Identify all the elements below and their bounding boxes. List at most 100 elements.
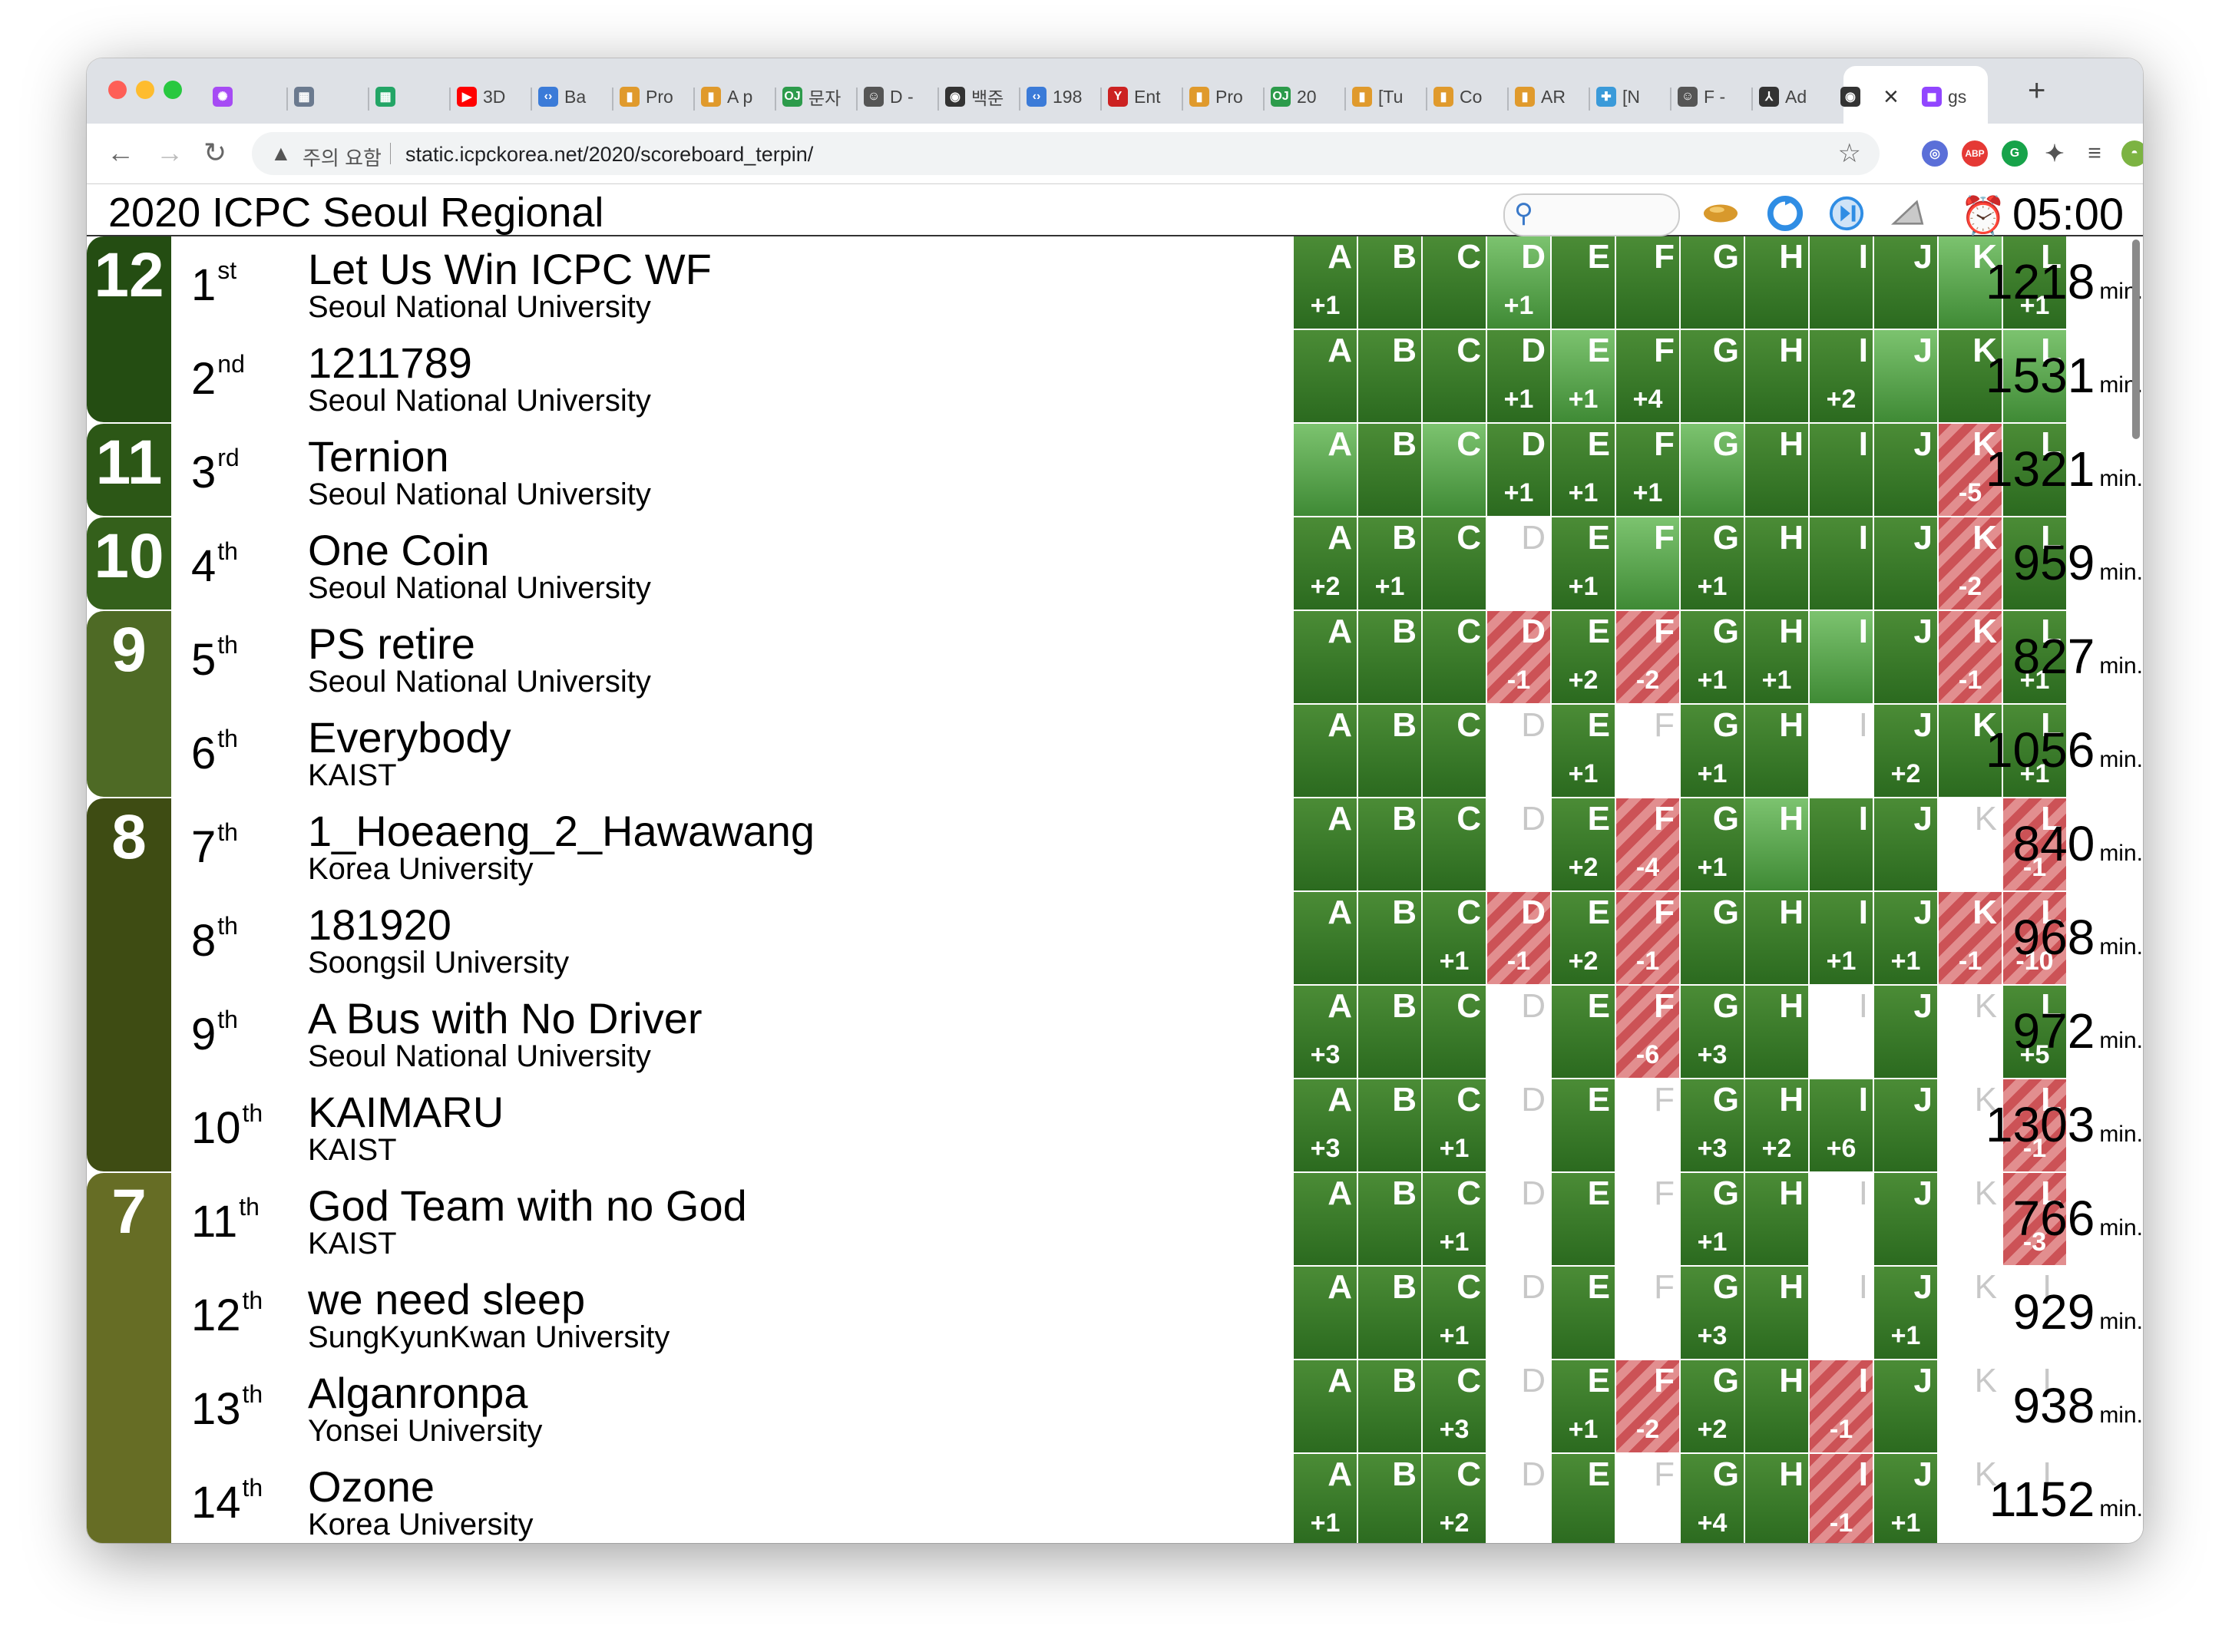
problem-cell[interactable]: D bbox=[1487, 1267, 1550, 1359]
problem-cell[interactable]: J bbox=[1874, 424, 1937, 516]
problem-cell[interactable]: J bbox=[1874, 1079, 1937, 1171]
problem-cell[interactable]: B bbox=[1358, 1079, 1421, 1171]
problem-cell[interactable]: K -5 bbox=[1939, 424, 2002, 516]
problem-cell[interactable]: E bbox=[1552, 986, 1615, 1078]
browser-tab[interactable]: Y Ent bbox=[1108, 78, 1179, 115]
team-search-input[interactable]: ⚲ bbox=[1503, 193, 1680, 236]
problem-cell[interactable]: K bbox=[1939, 1267, 2002, 1359]
problem-cell[interactable]: J +1 bbox=[1874, 892, 1937, 984]
problem-cell[interactable]: I +6 bbox=[1810, 1079, 1873, 1171]
problem-cell[interactable]: G +1 bbox=[1681, 517, 1744, 610]
back-arrow-icon[interactable]: ← bbox=[107, 137, 134, 168]
problem-cell[interactable]: E +1 bbox=[1552, 517, 1615, 610]
browser-tab[interactable]: ▮ Pro bbox=[620, 78, 690, 115]
browser-tab[interactable]: ▮ A p bbox=[701, 78, 772, 115]
problem-cell[interactable]: H bbox=[1745, 1360, 1808, 1452]
announcement-icon[interactable] bbox=[1890, 195, 1926, 232]
problem-cell[interactable]: J bbox=[1874, 236, 1937, 329]
problem-cell[interactable]: J bbox=[1874, 517, 1937, 610]
problem-cell[interactable]: C +1 bbox=[1423, 1267, 1486, 1359]
problem-cell[interactable]: C bbox=[1423, 517, 1486, 610]
problem-cell[interactable]: A bbox=[1294, 1360, 1357, 1452]
problem-cell[interactable]: G +3 bbox=[1681, 1267, 1744, 1359]
problem-cell[interactable]: I bbox=[1810, 1267, 1873, 1359]
problem-cell[interactable]: B bbox=[1358, 1267, 1421, 1359]
problem-cell[interactable]: L -10 bbox=[2003, 892, 2066, 984]
problem-cell[interactable]: I bbox=[1810, 1173, 1873, 1265]
problem-cell[interactable]: D bbox=[1487, 1360, 1550, 1452]
problem-cell[interactable]: F bbox=[1616, 1454, 1679, 1543]
forward-arrow-icon[interactable]: → bbox=[156, 137, 184, 168]
browser-tab[interactable]: ▦ bbox=[294, 78, 365, 115]
problem-cell[interactable]: B bbox=[1358, 986, 1421, 1078]
problem-cell[interactable]: J bbox=[1874, 1173, 1937, 1265]
scrollbar[interactable] bbox=[2132, 240, 2140, 439]
problem-cell[interactable]: K -1 bbox=[1939, 611, 2002, 703]
problem-cell[interactable]: L bbox=[2003, 1360, 2066, 1452]
problem-cell[interactable]: E +2 bbox=[1552, 892, 1615, 984]
problem-cell[interactable]: L +1 bbox=[2003, 611, 2066, 703]
problem-cell[interactable]: H bbox=[1745, 1173, 1808, 1265]
problem-cell[interactable]: L +1 bbox=[2003, 236, 2066, 329]
extensions-puzzle-icon[interactable]: ✦ bbox=[2045, 140, 2065, 167]
problem-cell[interactable]: D bbox=[1487, 705, 1550, 797]
problem-cell[interactable]: L -3 bbox=[2003, 1173, 2066, 1265]
problem-cell[interactable]: C +2 bbox=[1423, 1454, 1486, 1543]
browser-tab[interactable]: ◉ × bbox=[1840, 78, 1911, 115]
problem-cell[interactable]: B bbox=[1358, 892, 1421, 984]
problem-cell[interactable]: D bbox=[1487, 1079, 1550, 1171]
problem-cell[interactable]: I +2 bbox=[1810, 330, 1873, 422]
problem-cell[interactable]: K bbox=[1939, 705, 2002, 797]
problem-cell[interactable]: A +1 bbox=[1294, 1454, 1357, 1543]
browser-tab[interactable]: ▦ bbox=[375, 78, 446, 115]
problem-cell[interactable]: C bbox=[1423, 236, 1486, 329]
problem-cell[interactable]: E bbox=[1552, 1173, 1615, 1265]
minimize-window-button[interactable] bbox=[136, 81, 154, 99]
problem-cell[interactable]: D -1 bbox=[1487, 892, 1550, 984]
problem-cell[interactable]: K bbox=[1939, 236, 2002, 329]
problem-cell[interactable]: B bbox=[1358, 611, 1421, 703]
problem-cell[interactable]: G bbox=[1681, 892, 1744, 984]
problem-cell[interactable]: A +3 bbox=[1294, 1079, 1357, 1171]
warning-icon[interactable]: ▲ bbox=[270, 141, 292, 165]
browser-tab[interactable]: ▮ [Tu bbox=[1352, 78, 1423, 115]
team-row[interactable]: 13th Alganronpa Yonsei University A B C +3 D E +1… bbox=[87, 1360, 2143, 1454]
browser-tab[interactable]: ✚ [N bbox=[1596, 78, 1667, 115]
problem-cell[interactable]: I -1 bbox=[1810, 1360, 1873, 1452]
problem-cell[interactable]: A bbox=[1294, 611, 1357, 703]
bookmark-star-icon[interactable]: ☆ bbox=[1837, 139, 1861, 168]
adblock-icon[interactable]: ABP bbox=[1962, 140, 1988, 167]
team-row[interactable]: 7th 1_Hoeaeng_2_Hawawang Korea University A… bbox=[87, 798, 2143, 892]
problem-cell[interactable]: I -1 bbox=[1810, 1454, 1873, 1543]
problem-cell[interactable]: D bbox=[1487, 1454, 1550, 1543]
problem-cell[interactable]: L bbox=[2003, 1267, 2066, 1359]
problem-cell[interactable]: G +1 bbox=[1681, 705, 1744, 797]
security-label[interactable]: 주의 요함 bbox=[303, 147, 382, 170]
balloon-icon[interactable] bbox=[1702, 195, 1739, 232]
problem-cell[interactable]: I bbox=[1810, 705, 1873, 797]
problem-cell[interactable]: G bbox=[1681, 236, 1744, 329]
problem-cell[interactable]: C +3 bbox=[1423, 1360, 1486, 1452]
problem-cell[interactable]: E +1 bbox=[1552, 424, 1615, 516]
close-window-button[interactable] bbox=[108, 81, 127, 99]
problem-cell[interactable]: B bbox=[1358, 1173, 1421, 1265]
problem-cell[interactable]: D bbox=[1487, 986, 1550, 1078]
problem-cell[interactable]: I bbox=[1810, 611, 1873, 703]
problem-cell[interactable]: F -1 bbox=[1616, 892, 1679, 984]
problem-cell[interactable]: G bbox=[1681, 330, 1744, 422]
problem-cell[interactable]: D -1 bbox=[1487, 611, 1550, 703]
new-tab-button[interactable]: + bbox=[2028, 74, 2046, 107]
problem-cell[interactable]: C bbox=[1423, 986, 1486, 1078]
problem-cell[interactable]: C bbox=[1423, 705, 1486, 797]
problem-cell[interactable]: A bbox=[1294, 330, 1357, 422]
browser-tab[interactable]: ▮ AR bbox=[1515, 78, 1585, 115]
problem-cell[interactable]: A bbox=[1294, 705, 1357, 797]
problem-cell[interactable]: K bbox=[1939, 330, 2002, 422]
problem-cell[interactable]: F bbox=[1616, 1267, 1679, 1359]
problem-cell[interactable]: F bbox=[1616, 1173, 1679, 1265]
problem-cell[interactable]: F bbox=[1616, 517, 1679, 610]
problem-cell[interactable]: A bbox=[1294, 892, 1357, 984]
browser-tab[interactable]: ◉ 백준 bbox=[945, 78, 1016, 115]
problem-cell[interactable]: A bbox=[1294, 1173, 1357, 1265]
problem-cell[interactable]: D bbox=[1487, 1173, 1550, 1265]
